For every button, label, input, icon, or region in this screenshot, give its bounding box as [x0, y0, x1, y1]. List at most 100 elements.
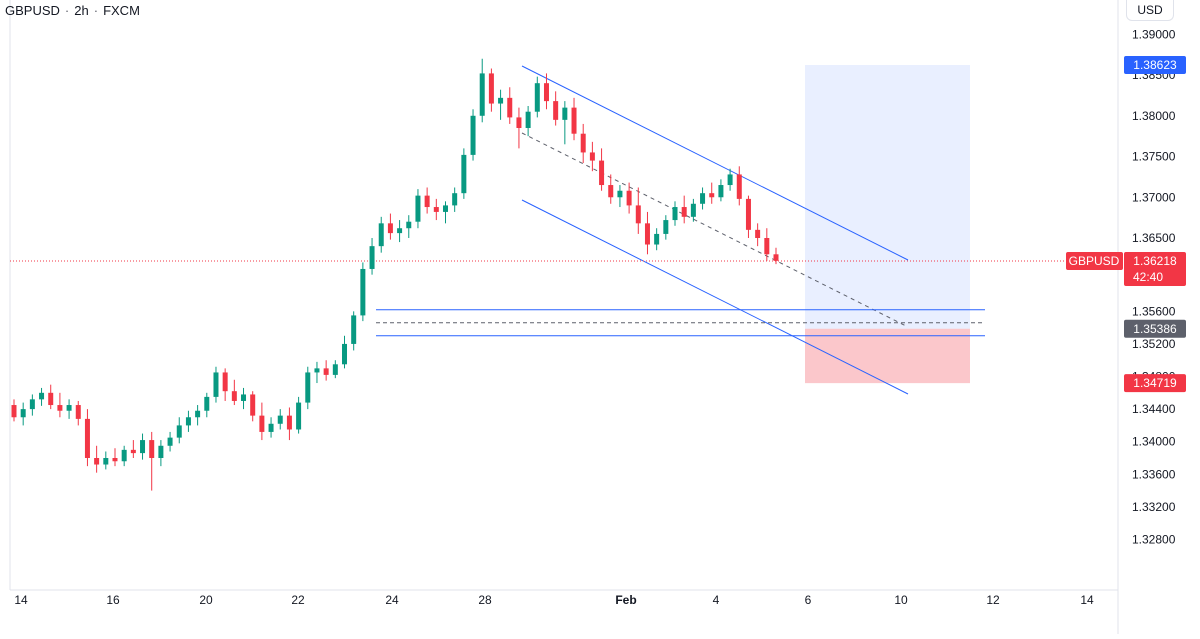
candle-bullish: [498, 97, 504, 104]
x-tick-label: 12: [986, 593, 1000, 607]
y-tick-label: 1.33600: [1132, 467, 1176, 481]
legend-separator: ·: [64, 3, 70, 18]
candle-bullish: [727, 174, 733, 186]
candle-bullish: [158, 445, 164, 458]
candle-bearish: [94, 458, 100, 465]
y-tick-label: 1.34000: [1132, 435, 1176, 449]
candle-bullish: [672, 207, 678, 221]
candle-bullish: [241, 394, 247, 401]
candle-bearish: [626, 190, 632, 206]
candle-bearish: [589, 152, 595, 161]
candle-bullish: [39, 392, 45, 400]
y-tick-label: 1.32800: [1132, 532, 1176, 546]
candle-bullish: [296, 402, 302, 430]
candle-bullish: [479, 73, 485, 116]
x-tick-label: 6: [805, 593, 812, 607]
currency-label: USD: [1137, 3, 1163, 17]
candle-bearish: [75, 405, 81, 419]
candle-bearish: [681, 207, 687, 217]
candle-bullish: [176, 425, 182, 438]
candle-bearish: [149, 440, 155, 458]
candle-bearish: [57, 405, 63, 411]
candle-bearish: [112, 458, 118, 462]
legend-separator: ·: [93, 3, 99, 18]
y-tick-label: 1.33200: [1132, 500, 1176, 514]
candle-bullish: [332, 364, 338, 375]
candle-bullish: [470, 115, 476, 155]
x-tick-label: 4: [713, 593, 720, 607]
entry-price-tag-bg: [1124, 319, 1186, 338]
candle-bearish: [709, 193, 715, 198]
candle-bearish: [599, 160, 605, 186]
stop-price-tag-bg: [1124, 374, 1186, 393]
candle-bearish: [507, 97, 513, 118]
last-price-tag-bg: [1124, 251, 1186, 286]
candle-bullish: [103, 458, 109, 465]
candle-bullish: [534, 83, 540, 112]
candle-bearish: [231, 391, 237, 401]
candle-bearish: [259, 415, 265, 432]
candle-bearish: [635, 205, 641, 224]
candle-bullish: [654, 233, 660, 245]
stop-zone: [805, 328, 970, 384]
target-price-tag-label: 1.38623: [1133, 58, 1177, 72]
candle-bearish: [773, 254, 779, 261]
currency-unit-button[interactable]: USD: [1126, 0, 1174, 21]
channel-lower-line: [521, 199, 909, 395]
candle-bearish: [130, 449, 136, 454]
candle-bullish: [140, 440, 146, 454]
candle-bullish: [121, 449, 127, 462]
candle-bearish: [222, 372, 228, 392]
candle-bearish: [553, 101, 559, 120]
candle-bearish: [755, 229, 761, 238]
candle-bullish: [360, 268, 366, 316]
y-tick-label: 1.34400: [1132, 402, 1176, 416]
candle-bullish: [663, 220, 669, 234]
candle-bullish: [277, 415, 283, 424]
x-tick-label: 24: [385, 593, 399, 607]
y-tick-label: 1.35600: [1132, 304, 1176, 318]
last-symbol-tag-label: GBPUSD: [1069, 254, 1120, 268]
candle-bullish: [397, 228, 403, 234]
candle-bearish: [745, 198, 751, 230]
y-tick-label: 1.35200: [1132, 337, 1176, 351]
candle-bearish: [571, 107, 577, 134]
candle-bullish: [167, 437, 173, 446]
candle-bearish: [286, 415, 292, 430]
source-label: FXCM: [103, 3, 140, 18]
y-tick-label: 1.38000: [1132, 109, 1176, 123]
target-price-tag-bg: [1124, 56, 1186, 75]
x-tick-label: Feb: [615, 593, 636, 607]
candle-bullish: [305, 372, 311, 403]
candle-bullish: [562, 107, 568, 120]
candle-bullish: [268, 423, 274, 432]
candle-bullish: [442, 205, 448, 212]
y-tick-label: 1.37500: [1132, 150, 1176, 164]
y-tick-label: 1.39000: [1132, 27, 1176, 41]
candle-bearish: [323, 368, 329, 375]
candle-bullish: [29, 399, 35, 410]
candle-bullish: [700, 193, 706, 204]
candle-bearish: [543, 83, 549, 102]
candle-bearish: [250, 394, 256, 416]
x-tick-label: 16: [106, 593, 120, 607]
channel-upper-line: [521, 65, 909, 261]
candle-bearish: [764, 238, 770, 255]
candle-bearish: [424, 195, 430, 208]
y-tick-label: 1.36500: [1132, 231, 1176, 245]
candle-bearish: [48, 392, 54, 406]
stop-price-tag-label: 1.34719: [1133, 376, 1177, 390]
candle-bullish: [314, 368, 320, 373]
symbol-legend[interactable]: GBPUSD · 2h · FXCM: [5, 3, 140, 18]
candle-bearish: [84, 418, 90, 458]
candle-bullish: [461, 154, 467, 194]
candle-bullish: [617, 190, 623, 198]
x-tick-label: 14: [14, 593, 28, 607]
candle-bearish: [516, 117, 522, 128]
interval-label: 2h: [74, 3, 89, 18]
x-tick-label: 28: [478, 593, 492, 607]
x-tick-label: 10: [894, 593, 908, 607]
